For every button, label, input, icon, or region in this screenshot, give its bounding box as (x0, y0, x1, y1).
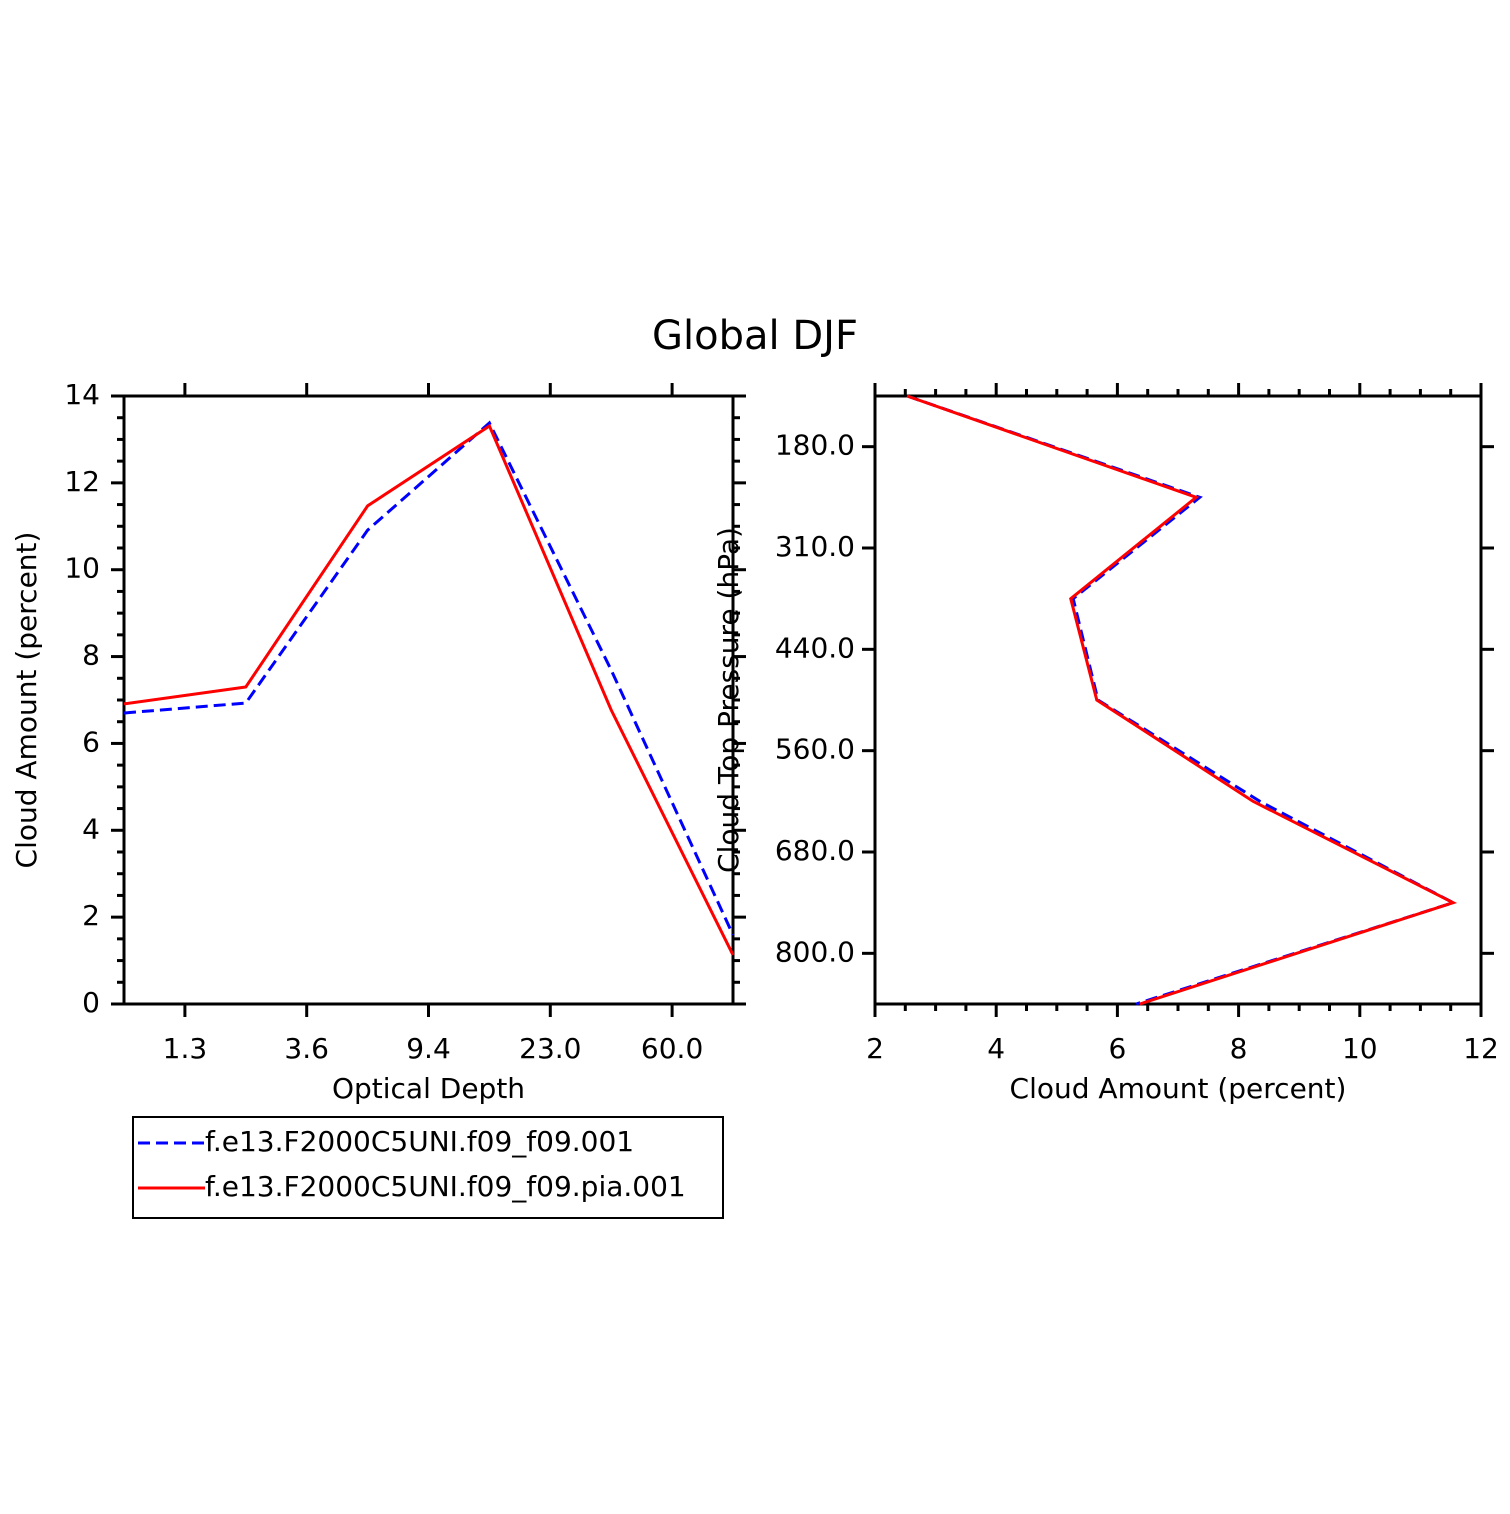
y-tick-label: 6 (82, 725, 100, 758)
y-tick-label: 800.0 (775, 935, 855, 968)
y-tick-label: 0 (82, 986, 100, 1019)
series-line (123, 423, 735, 956)
x-tick-label: 10 (1342, 1032, 1378, 1065)
x-tick-label: 9.4 (406, 1032, 451, 1065)
legend-box (132, 1116, 724, 1219)
plot-frame (122, 394, 735, 1006)
legend-label: f.e13.F2000C5UNI.f09_f09.pia.001 (205, 1170, 686, 1203)
x-axis-label: Optical Depth (332, 1072, 525, 1105)
y-tick-label: 680.0 (775, 834, 855, 867)
x-tick-label: 1.3 (163, 1032, 208, 1065)
y-tick-label: 10 (64, 552, 100, 585)
y-tick-label: 560.0 (775, 733, 855, 766)
x-tick-label: 8 (1230, 1032, 1248, 1065)
x-tick-label: 3.6 (284, 1032, 329, 1065)
x-tick-label: 4 (987, 1032, 1005, 1065)
x-tick-label: 12 (1463, 1032, 1499, 1065)
y-tick-label: 12 (64, 465, 100, 498)
chart-title: Global DJF (652, 313, 858, 359)
y-tick-label: 4 (82, 812, 100, 845)
y-tick-label: 180.0 (775, 429, 855, 462)
x-tick-label: 6 (1108, 1032, 1126, 1065)
y-tick-label: 310.0 (775, 530, 855, 563)
y-tick-label: 2 (82, 899, 100, 932)
y-tick-label: 14 (64, 378, 100, 411)
legend-label: f.e13.F2000C5UNI.f09_f09.001 (205, 1125, 634, 1158)
y-axis-label: Cloud Top Pressure (hPa) (712, 527, 745, 873)
x-axis-label: Cloud Amount (percent) (1010, 1072, 1347, 1105)
y-tick-label: 8 (82, 639, 100, 672)
y-tick-label: 440.0 (775, 631, 855, 664)
series-line (906, 394, 1457, 1006)
plot-frame (873, 394, 1483, 1006)
y-axis-label: Cloud Amount (percent) (10, 532, 43, 869)
x-tick-label: 60.0 (641, 1032, 703, 1065)
x-tick-label: 23.0 (519, 1032, 581, 1065)
x-tick-label: 2 (866, 1032, 884, 1065)
series-line (123, 420, 735, 936)
series-line (906, 394, 1458, 1006)
